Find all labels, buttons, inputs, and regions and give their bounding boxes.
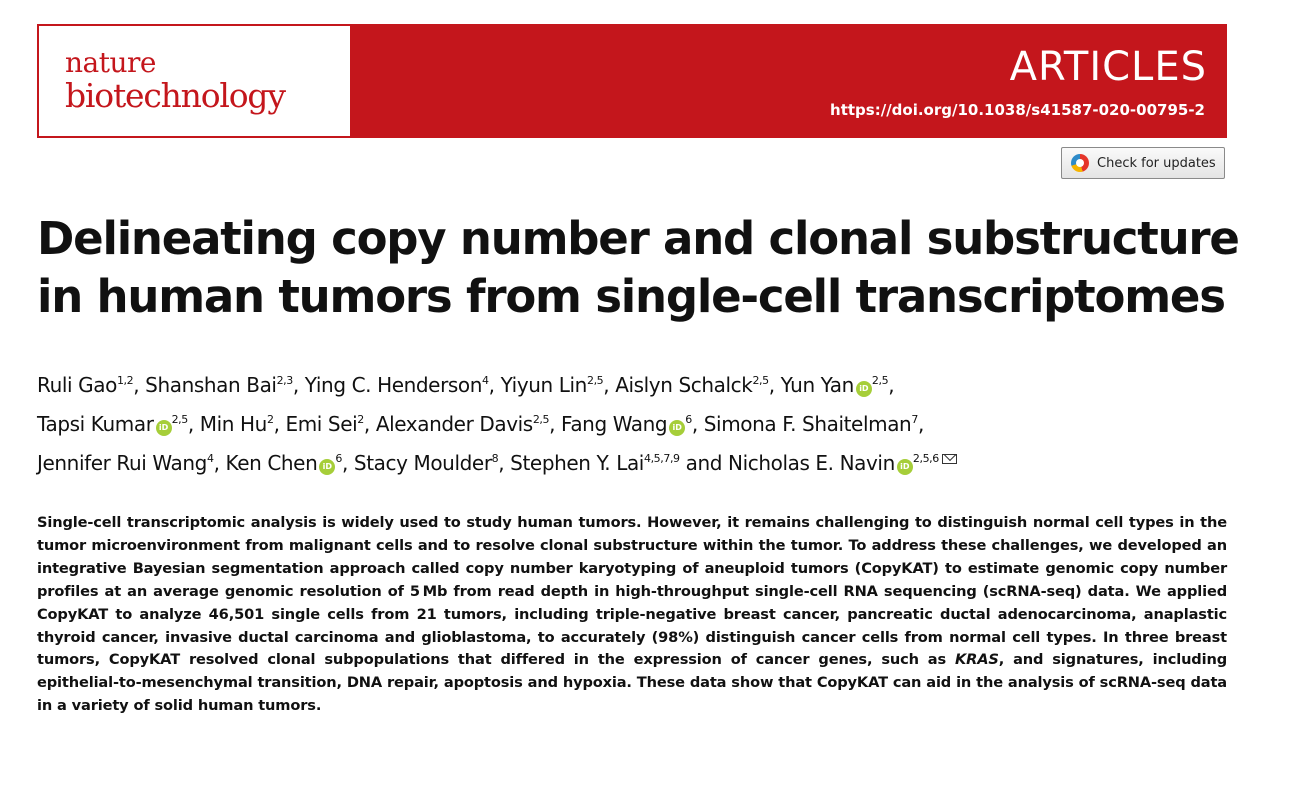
author-name: Nicholas E. Navin [728, 451, 895, 475]
author-name: Stephen Y. Lai [510, 451, 644, 475]
journal-banner: nature biotechnology ARTICLES https://do… [37, 24, 1227, 138]
author-list: Ruli Gao1,2, Shanshan Bai2,3, Ying C. He… [37, 366, 1267, 483]
logo-line-biotechnology: biotechnology [65, 76, 286, 115]
author-name: Ruli Gao [37, 373, 117, 397]
author-name: Ken Chen [225, 451, 318, 475]
author-item[interactable]: Stephen Y. Lai4,5,7,9 [510, 451, 680, 475]
check-for-updates-label: Check for updates [1097, 155, 1216, 171]
author-affiliation: 2,5 [532, 413, 550, 426]
author-item[interactable]: Stacy Moulder8 [353, 451, 499, 475]
orcid-icon[interactable]: iD [319, 459, 336, 475]
author-affiliation: 8 [491, 452, 499, 465]
author-name: Emi Sei [285, 412, 358, 436]
author-item[interactable]: Fang Wang iD6 [561, 412, 692, 436]
author-name: Alexander Davis [375, 412, 533, 436]
author-name: Ying C. Henderson [304, 373, 483, 397]
author-item[interactable]: Ruli Gao1,2 [37, 373, 134, 397]
author-item[interactable]: Tapsi Kumar iD2,5 [37, 412, 188, 436]
article-title: Delineating copy number and clonal subst… [37, 210, 1257, 326]
title-line-1: Delineating copy number and clonal subst… [37, 212, 1240, 265]
orcid-icon[interactable]: iD [855, 381, 872, 397]
author-affiliation: 4 [482, 374, 489, 387]
section-label: ARTICLES [1009, 44, 1207, 90]
author-name: Stacy Moulder [353, 451, 492, 475]
author-affiliation: 2,5 [752, 374, 769, 387]
author-item[interactable]: Alexander Davis2,5 [375, 412, 550, 436]
author-affiliation: 2,3 [276, 374, 294, 387]
author-affiliation: 2,5 [586, 374, 604, 387]
orcid-icon[interactable]: iD [155, 420, 172, 436]
abstract-text-part1: Single-cell transcriptomic analysis is w… [37, 514, 1227, 669]
author-affiliation: 2,5 [871, 374, 889, 387]
email-icon[interactable] [941, 454, 957, 464]
orcid-icon[interactable]: iD [669, 420, 686, 436]
author-item[interactable]: Emi Sei2 [285, 412, 364, 436]
author-name: Jennifer Rui Wang [37, 451, 207, 475]
orcid-icon[interactable]: iD [896, 459, 913, 475]
abstract-text-part2: , and signatures, includ­ing epithelial-… [37, 651, 1227, 715]
author-affiliation: 2,5 [171, 413, 189, 426]
author-name: Tapsi Kumar [37, 412, 154, 436]
crossmark-icon [1071, 154, 1089, 172]
author-item[interactable]: Aislyn Schalck2,5 [615, 373, 769, 397]
author-name: Aislyn Schalck [615, 373, 753, 397]
author-affiliation: 6 [685, 413, 692, 426]
author-affiliation: 2 [357, 413, 364, 426]
author-item[interactable]: Ken Chen iD6 [225, 451, 342, 475]
check-for-updates-button[interactable]: Check for updates [1061, 147, 1225, 179]
author-name: Shanshan Bai [145, 373, 277, 397]
abstract: Single-cell transcriptomic analysis is w… [37, 512, 1227, 718]
author-item[interactable]: Shanshan Bai2,3 [145, 373, 293, 397]
author-name: Min Hu [199, 412, 268, 436]
logo-line-nature: nature [65, 46, 156, 79]
abstract-gene-name: KRAS [954, 651, 999, 669]
author-name: Yiyun Lin [500, 373, 588, 397]
author-item[interactable]: Ying C. Henderson4 [305, 373, 489, 397]
doi-link[interactable]: https://doi.org/10.1038/s41587-020-00795… [830, 101, 1205, 119]
journal-logo[interactable]: nature biotechnology [39, 26, 350, 136]
author-name: Simona F. Shaitelman [703, 412, 912, 436]
title-line-2: in human tumors from single-cell transcr… [37, 270, 1226, 323]
author-item[interactable]: Simona F. Shaitelman7 [703, 412, 919, 436]
author-affiliation: 4 [206, 452, 214, 465]
author-conjunction: and [685, 451, 729, 475]
author-affiliation: 4,5,7,9 [643, 452, 680, 465]
author-item[interactable]: Yun Yan iD2,5 [781, 373, 889, 397]
author-affiliation: 2 [266, 413, 274, 426]
author-item[interactable]: Min Hu2 [200, 412, 274, 436]
author-name: Fang Wang [561, 412, 668, 436]
author-affiliation: 2,5,6 [912, 452, 939, 465]
author-affiliation: 1,2 [116, 374, 134, 387]
author-affiliation: 6 [335, 452, 342, 465]
author-affiliation: 7 [911, 413, 918, 426]
author-item[interactable]: Yiyun Lin2,5 [501, 373, 604, 397]
author-item[interactable]: and Nicholas E. Navin iD2,5,6 [686, 451, 957, 475]
author-item[interactable]: Jennifer Rui Wang4 [37, 451, 214, 475]
author-name: Yun Yan [780, 373, 855, 397]
